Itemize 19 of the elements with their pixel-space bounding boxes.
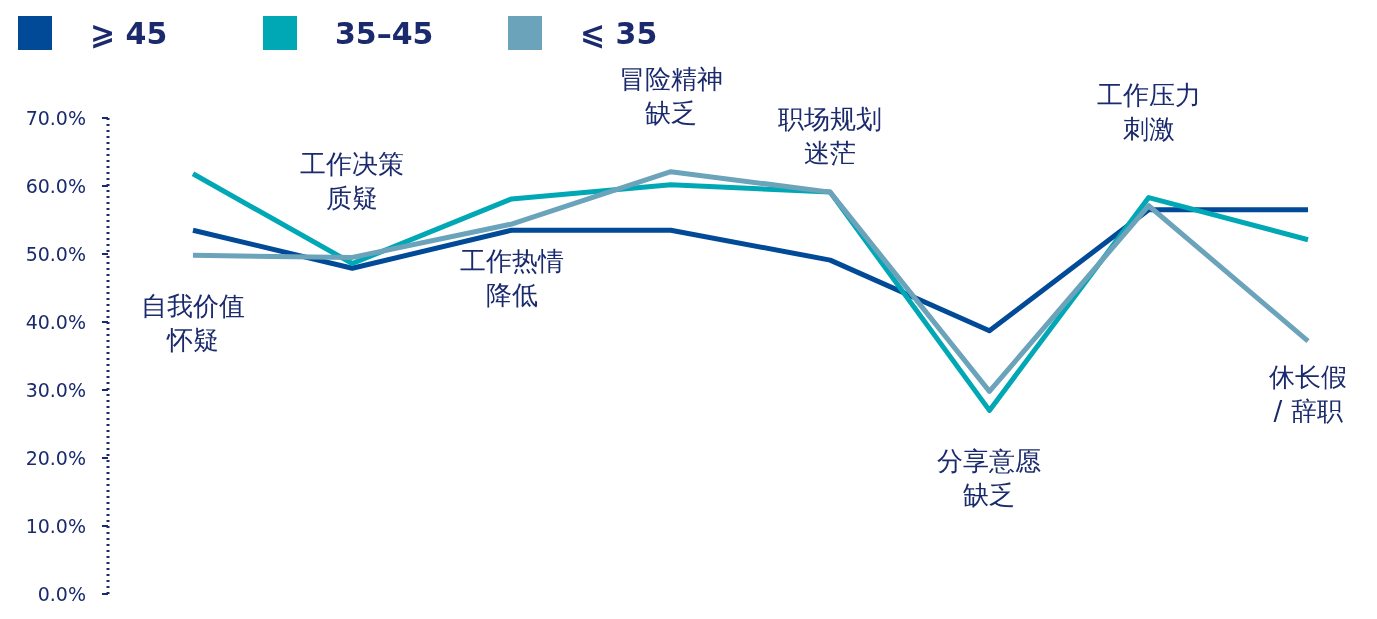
y-tick-label: 70.0% [25,106,86,129]
x-tick-label: 工作热情降低 [459,246,564,311]
y-tick-label: 50.0% [25,242,86,265]
y-tick-label: 40.0% [25,310,86,333]
y-tick-label: 10.0% [25,514,86,537]
legend-label: 35–45 [335,15,434,51]
legend-label: ⩾ 45 [90,15,168,51]
x-tick-label: 工作压力刺激 [1096,79,1201,144]
y-tick-label: 30.0% [25,378,86,401]
y-tick-label: 0.0% [37,582,86,605]
y-tick-label: 20.0% [25,446,86,469]
x-tick-label: 冒险精神缺乏 [618,63,723,128]
legend-label: ⩽ 35 [580,15,658,51]
x-tick-label: 休长假 / 辞职 [1269,362,1347,427]
x-tick-label: 工作决策质疑 [300,149,405,214]
x-tick-label: 分享意愿缺乏 [937,446,1042,511]
x-tick-label: 自我价值怀疑 [141,291,245,356]
x-tick-label: 职场规划迷茫 [778,104,883,169]
y-tick-label: 60.0% [25,174,86,197]
